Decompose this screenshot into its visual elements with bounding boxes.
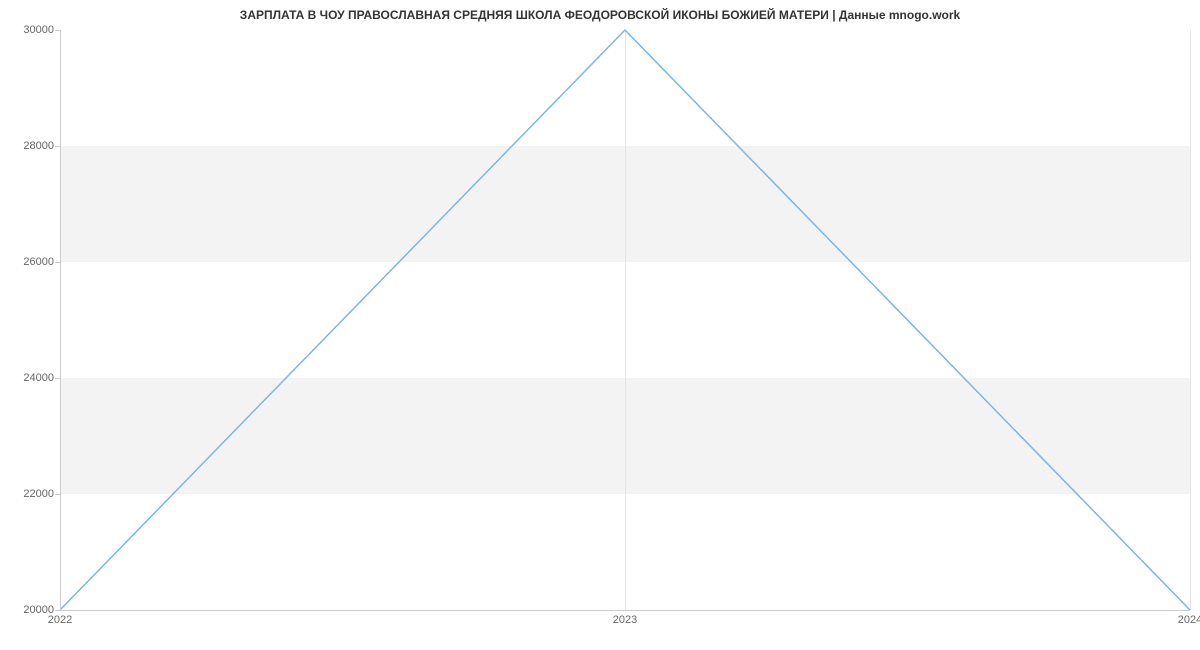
y-tick-mark [55, 610, 60, 611]
x-axis-line [60, 610, 1190, 611]
x-tick-label: 2022 [48, 614, 72, 626]
y-tick-mark [55, 494, 60, 495]
y-tick-label: 26000 [4, 256, 54, 268]
y-axis-line [60, 30, 61, 610]
x-tick-label: 2024 [1178, 614, 1200, 626]
chart-title: ЗАРПЛАТА В ЧОУ ПРАВОСЛАВНАЯ СРЕДНЯЯ ШКОЛ… [0, 8, 1200, 22]
line-chart: ЗАРПЛАТА В ЧОУ ПРАВОСЛАВНАЯ СРЕДНЯЯ ШКОЛ… [0, 0, 1200, 650]
y-tick-label: 22000 [4, 488, 54, 500]
y-tick-label: 28000 [4, 140, 54, 152]
y-tick-label: 20000 [4, 604, 54, 616]
plot-area [60, 30, 1190, 610]
gridline-vertical [1190, 30, 1191, 610]
y-tick-mark [55, 378, 60, 379]
y-tick-mark [55, 30, 60, 31]
x-tick-label: 2023 [613, 614, 637, 626]
y-tick-label: 30000 [4, 24, 54, 36]
line-series-svg [60, 30, 1190, 610]
y-tick-mark [55, 262, 60, 263]
salary-line [60, 30, 1190, 610]
y-tick-mark [55, 146, 60, 147]
y-tick-label: 24000 [4, 372, 54, 384]
